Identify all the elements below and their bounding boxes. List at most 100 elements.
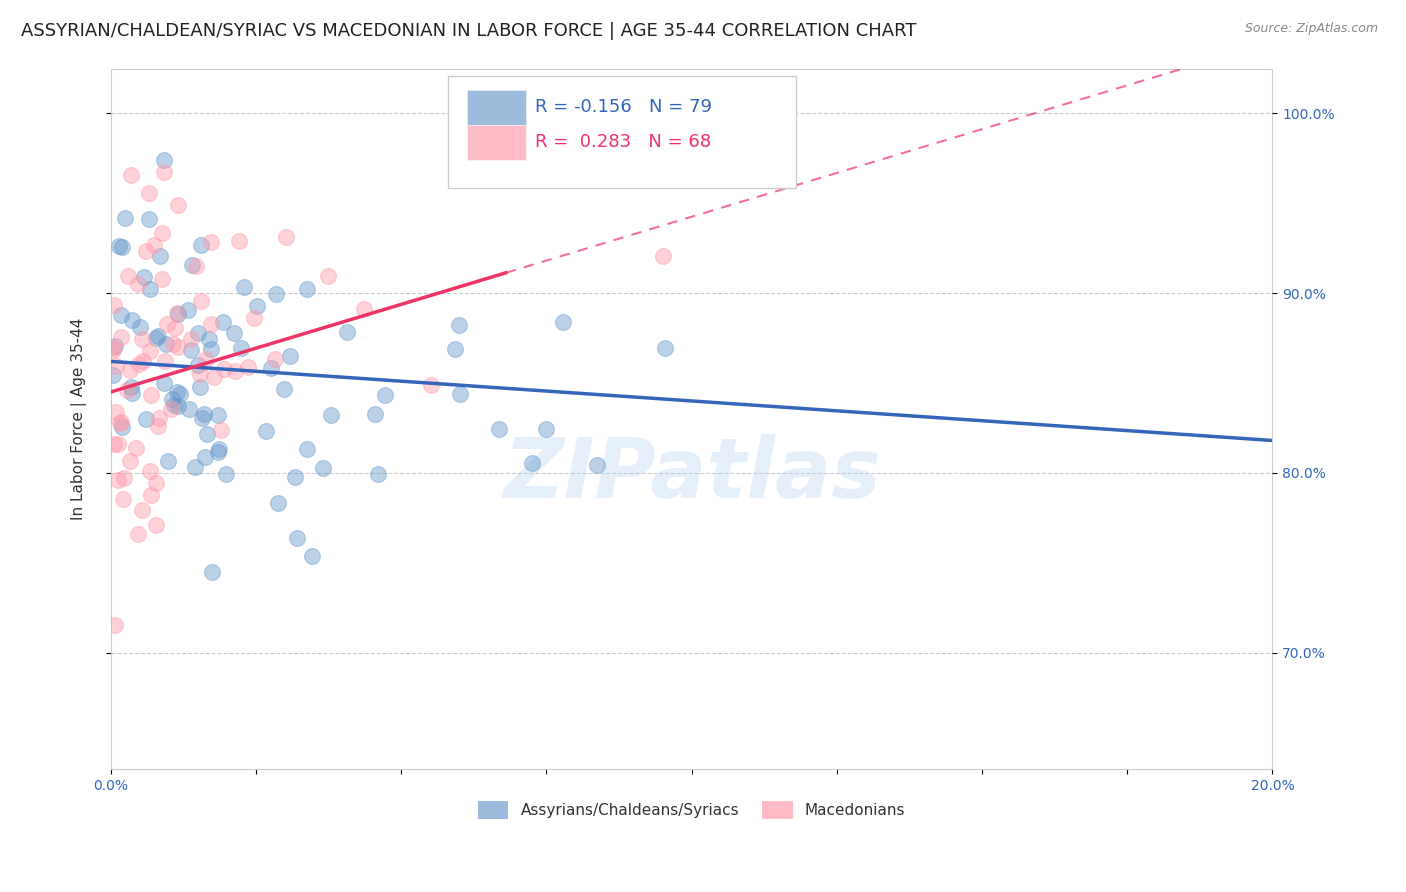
Point [278, 349, 301, 363]
Point [336, 325, 359, 339]
Point [141, 488, 163, 502]
Point [319, 408, 342, 422]
Point [209, 423, 232, 437]
Point [228, 234, 250, 248]
Point [103, 437, 125, 451]
Point [127, 526, 149, 541]
Y-axis label: In Labor Force | Age 35-44: In Labor Force | Age 35-44 [72, 318, 87, 520]
Point [120, 380, 142, 394]
Point [266, 496, 288, 510]
Point [654, 341, 676, 355]
Point [150, 226, 173, 240]
Point [101, 368, 124, 382]
Point [148, 419, 170, 434]
Point [224, 364, 246, 378]
Point [145, 331, 167, 345]
Point [112, 491, 135, 506]
Point [212, 362, 235, 376]
Point [114, 211, 136, 226]
Point [195, 351, 218, 366]
Point [121, 313, 143, 327]
Point [101, 343, 124, 357]
Point [198, 333, 221, 347]
Point [127, 277, 149, 292]
Point [200, 342, 222, 356]
Point [104, 359, 127, 373]
Point [160, 392, 183, 406]
Point [145, 475, 167, 490]
Point [180, 332, 202, 346]
Point [312, 460, 335, 475]
Point [110, 329, 132, 343]
Point [150, 271, 173, 285]
Point [274, 230, 297, 244]
Point [183, 459, 205, 474]
Point [236, 359, 259, 374]
Point [163, 398, 186, 412]
Point [138, 212, 160, 227]
Point [169, 387, 191, 401]
Point [212, 315, 235, 329]
Point [138, 186, 160, 200]
Point [107, 239, 129, 253]
Point [449, 387, 471, 401]
Point [364, 408, 387, 422]
Point [246, 299, 269, 313]
Text: ZIPatlas: ZIPatlas [503, 434, 880, 516]
Point [156, 453, 179, 467]
Point [167, 198, 190, 212]
Point [156, 317, 179, 331]
Point [104, 617, 127, 632]
Point [115, 384, 138, 398]
Point [111, 420, 134, 434]
Point [148, 411, 170, 425]
Point [153, 153, 176, 168]
Legend: Assyrians/Chaldeans/Syriacs, Macedonians: Assyrians/Chaldeans/Syriacs, Macedonians [472, 795, 911, 825]
Point [187, 358, 209, 372]
Point [139, 282, 162, 296]
Point [145, 517, 167, 532]
Point [233, 279, 256, 293]
Point [111, 239, 134, 253]
Point [353, 301, 375, 316]
Point [190, 294, 212, 309]
Point [135, 412, 157, 426]
Point [153, 165, 176, 179]
Point [264, 287, 287, 301]
Point [208, 442, 231, 456]
Point [264, 351, 287, 366]
Point [651, 249, 673, 263]
FancyBboxPatch shape [467, 89, 526, 125]
Point [110, 415, 132, 429]
Point [193, 407, 215, 421]
Point [273, 382, 295, 396]
Point [284, 470, 307, 484]
Point [120, 362, 142, 376]
Point [110, 308, 132, 322]
Point [197, 427, 219, 442]
Point [180, 258, 202, 272]
Text: R =  0.283   N = 68: R = 0.283 N = 68 [534, 133, 711, 151]
Point [120, 168, 142, 182]
Point [118, 454, 141, 468]
Point [191, 411, 214, 425]
Point [190, 237, 212, 252]
Point [112, 470, 135, 484]
Point [167, 340, 190, 354]
Point [187, 326, 209, 340]
FancyBboxPatch shape [467, 125, 526, 160]
Point [125, 441, 148, 455]
Point [103, 341, 125, 355]
Point [301, 549, 323, 563]
Point [188, 368, 211, 382]
Point [128, 319, 150, 334]
Point [128, 357, 150, 371]
Point [107, 473, 129, 487]
Point [297, 282, 319, 296]
Text: ASSYRIAN/CHALDEAN/SYRIAC VS MACEDONIAN IN LABOR FORCE | AGE 35-44 CORRELATION CH: ASSYRIAN/CHALDEAN/SYRIAC VS MACEDONIAN I… [21, 22, 917, 40]
Point [207, 445, 229, 459]
Point [139, 343, 162, 358]
Point [163, 321, 186, 335]
Point [200, 235, 222, 249]
Point [586, 458, 609, 472]
